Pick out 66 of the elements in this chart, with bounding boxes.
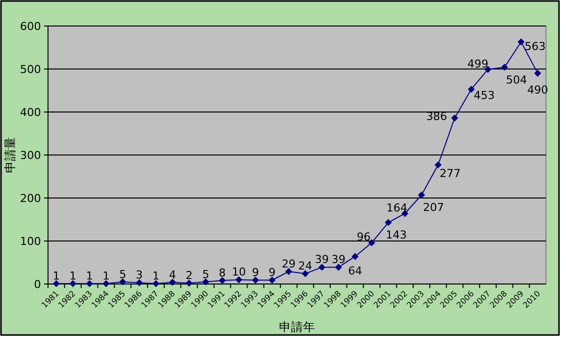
point bbox=[318, 264, 326, 271]
data-label: 9 bbox=[268, 266, 276, 280]
data-label: 64 bbox=[348, 264, 362, 278]
point bbox=[268, 276, 276, 284]
point bbox=[534, 70, 542, 77]
data-label: 1 bbox=[69, 270, 76, 283]
point bbox=[352, 252, 359, 260]
y-tick-label: 400 bbox=[20, 106, 41, 119]
data-label: 5 bbox=[202, 268, 210, 281]
data-label: 29 bbox=[282, 258, 296, 271]
data-label: 9 bbox=[252, 266, 259, 280]
data-label: 143 bbox=[386, 228, 407, 242]
y-tick-label: 500 bbox=[20, 63, 41, 76]
data-label: 490 bbox=[527, 83, 548, 96]
point bbox=[418, 191, 425, 198]
data-label: 164 bbox=[386, 201, 408, 214]
data-label: 563 bbox=[524, 40, 546, 53]
data-label: 10 bbox=[232, 266, 246, 279]
data-label: 24 bbox=[298, 260, 312, 273]
point bbox=[368, 239, 376, 246]
point bbox=[252, 276, 259, 284]
point bbox=[52, 280, 60, 288]
y-tick-label: 600 bbox=[20, 20, 41, 33]
point bbox=[285, 268, 292, 276]
data-label: 504 bbox=[506, 73, 527, 86]
data-label: 4 bbox=[169, 268, 176, 282]
point bbox=[468, 86, 475, 93]
y-tick-label: 0 bbox=[34, 278, 41, 291]
point bbox=[384, 219, 392, 226]
y-tick-label: 100 bbox=[20, 235, 41, 248]
point bbox=[501, 64, 508, 71]
data-label: 8 bbox=[218, 266, 226, 280]
y-tick-label: 300 bbox=[20, 149, 41, 162]
point bbox=[202, 278, 210, 286]
point bbox=[518, 38, 525, 46]
point bbox=[434, 161, 442, 168]
data-label: 1 bbox=[86, 270, 93, 283]
data-label: 5 bbox=[119, 268, 126, 281]
data-label: 2 bbox=[186, 269, 193, 282]
point bbox=[152, 280, 160, 288]
point bbox=[69, 280, 76, 288]
data-label: 1 bbox=[52, 270, 60, 283]
data-label: 453 bbox=[474, 89, 495, 102]
point bbox=[86, 280, 93, 288]
point bbox=[335, 264, 342, 271]
point bbox=[235, 276, 242, 284]
point bbox=[119, 278, 126, 286]
y-tick-label: 200 bbox=[20, 192, 41, 205]
point bbox=[169, 278, 176, 286]
data-label: 39 bbox=[314, 253, 329, 266]
data-label: 277 bbox=[440, 166, 461, 180]
data-label: 3 bbox=[136, 268, 143, 282]
x-axis-title: 申請年 bbox=[279, 320, 315, 334]
data-label: 499 bbox=[467, 57, 488, 70]
data-label: 1 bbox=[152, 270, 160, 283]
data-label: 1 bbox=[102, 270, 110, 283]
point bbox=[186, 280, 193, 287]
point bbox=[102, 280, 110, 288]
data-label: 96 bbox=[356, 230, 371, 244]
point bbox=[302, 270, 309, 278]
point bbox=[218, 277, 226, 284]
data-label: 207 bbox=[423, 200, 444, 214]
point bbox=[136, 279, 143, 286]
y-axis-title: 申請量 bbox=[3, 137, 17, 173]
point bbox=[451, 114, 458, 122]
data-label: 39 bbox=[332, 253, 346, 266]
